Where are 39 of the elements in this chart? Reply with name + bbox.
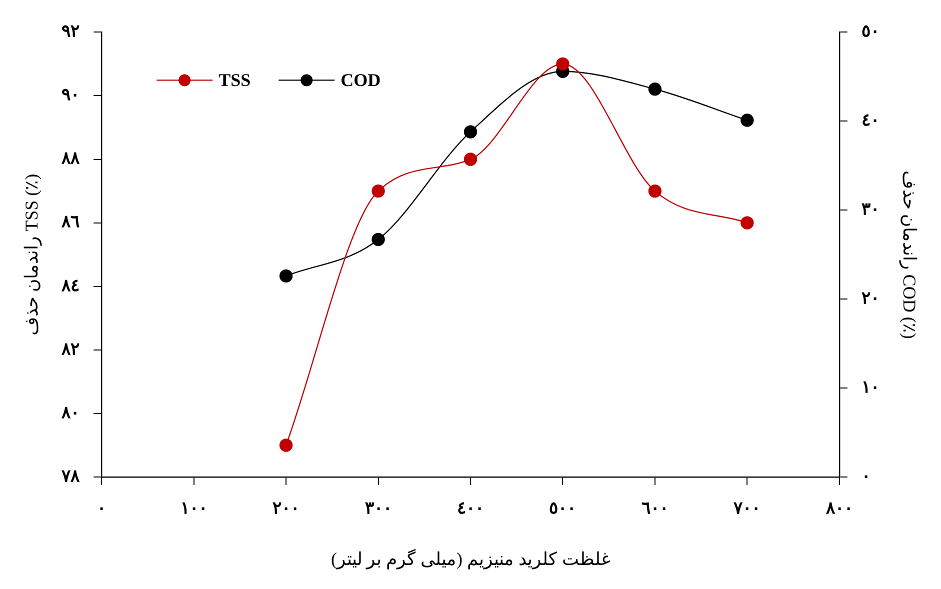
y-tick-label: ٧٨ [60, 466, 81, 486]
y-tick-label: ٩٠ [62, 85, 80, 104]
y-axis-title: راندمان حذف TSS (٪) [22, 174, 43, 336]
point [464, 152, 478, 166]
y2-tick-label: ٥٠ [861, 22, 880, 41]
point [740, 114, 754, 127]
y-tick-label: ٨٦ [60, 212, 80, 232]
x-tick-label: ٢٠٠ [272, 498, 300, 518]
x-tick-label: ٨٠٠ [824, 498, 853, 518]
y2-tick-label: ١٠ [861, 377, 880, 396]
x-tick-label: ٠ [97, 498, 106, 518]
y2-tick-label: ٢٠ [861, 288, 880, 308]
point [372, 232, 385, 246]
point [279, 438, 293, 452]
y-tick-label: ٨٢ [60, 339, 80, 358]
y-tick-label: ٨٨ [60, 148, 81, 168]
legend-label: TSS [218, 70, 251, 90]
y2-axis-title: راندمان حذف COD (٪) [898, 170, 920, 339]
y-tick-label: ٩٢ [62, 22, 80, 41]
x-tick-label: ٣٠٠ [364, 498, 392, 518]
y-tick-label: ٨٤ [60, 276, 80, 295]
point [740, 216, 754, 230]
y2-tick-label: ٤٠ [861, 110, 880, 130]
y2-tick-label: ٣٠ [861, 200, 880, 219]
point [372, 184, 385, 198]
y-tick-label: ٨٠ [60, 402, 80, 422]
x-tick-label: ٦٠٠ [641, 498, 668, 518]
point [464, 125, 478, 138]
x-tick-label: ٧٠٠ [732, 498, 761, 518]
x-tick-label: ١٠٠ [180, 498, 208, 518]
x-tick-label: ٤٠٠ [457, 498, 484, 518]
point [279, 269, 293, 283]
x-tick-label: ٥٠٠ [549, 498, 576, 518]
point [648, 184, 662, 198]
point [648, 82, 662, 96]
y2-tick-label: ٠ [861, 466, 870, 486]
point [556, 57, 570, 71]
legend-label: COD [340, 70, 381, 90]
x-axis-title: غلظت کلرید منیزیم (میلی گرم بر لیتر) [331, 548, 610, 570]
